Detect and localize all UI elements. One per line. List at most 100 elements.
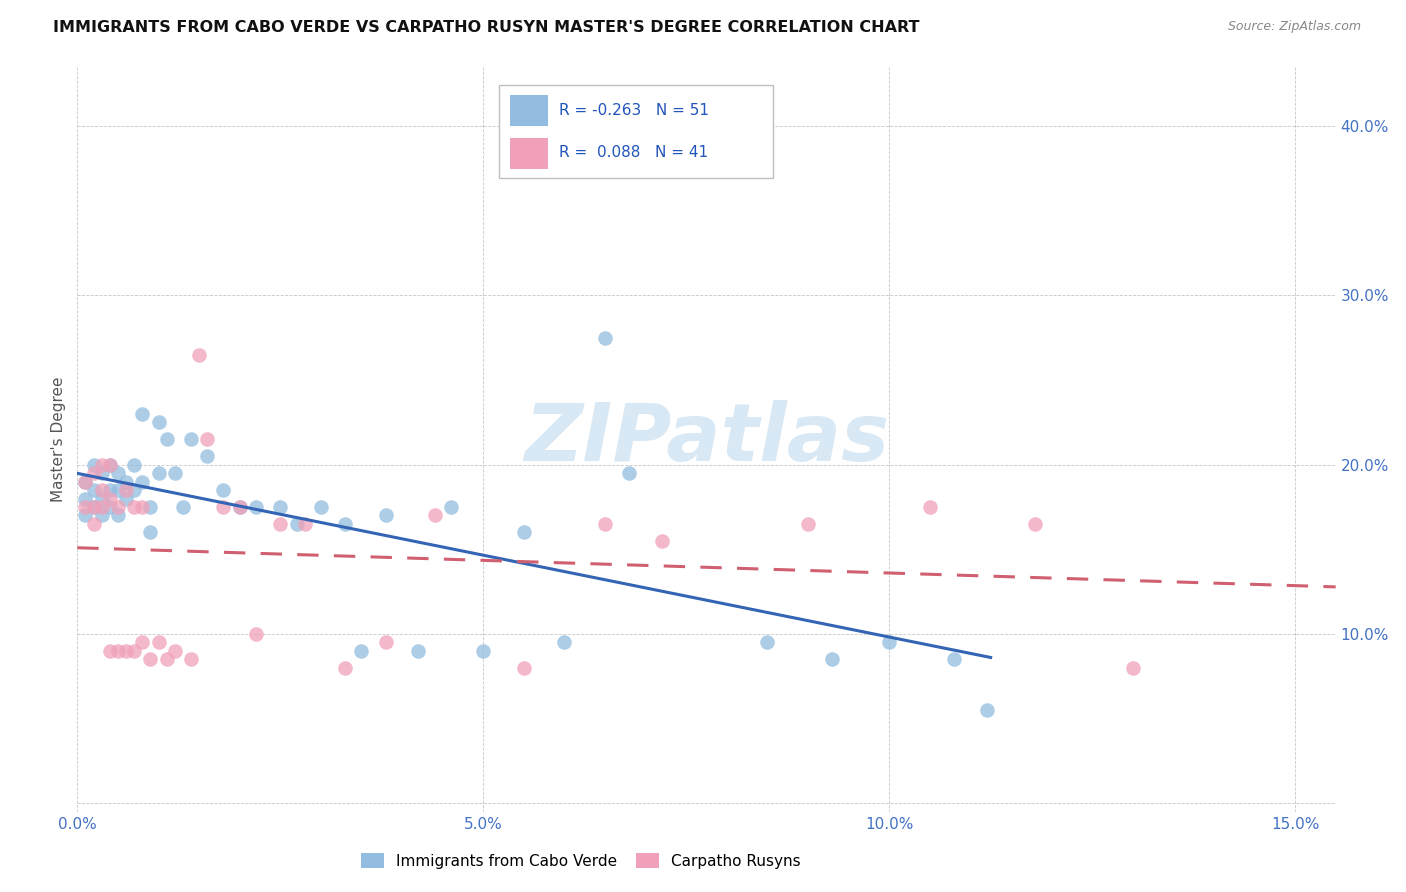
- Point: [1122, 661, 1144, 675]
- Point: [83, 466, 105, 480]
- Point: [156, 652, 179, 666]
- Point: [107, 466, 129, 480]
- Point: [122, 483, 145, 497]
- Point: [269, 516, 291, 531]
- Point: [90, 500, 112, 514]
- Point: [918, 500, 941, 514]
- Point: [245, 627, 267, 641]
- Point: [269, 500, 291, 514]
- Point: [148, 416, 170, 430]
- Point: [75, 475, 97, 489]
- Point: [163, 644, 186, 658]
- Point: [131, 635, 153, 649]
- Point: [423, 508, 446, 523]
- Point: [195, 449, 218, 463]
- Point: [374, 508, 396, 523]
- Point: [98, 458, 121, 472]
- Point: [619, 466, 641, 480]
- Point: [122, 458, 145, 472]
- Point: [651, 533, 673, 548]
- Point: [75, 508, 97, 523]
- Text: R =  0.088   N = 41: R = 0.088 N = 41: [560, 145, 709, 161]
- Point: [115, 491, 138, 506]
- Point: [107, 508, 129, 523]
- Point: [188, 348, 211, 362]
- Y-axis label: Master's Degree: Master's Degree: [51, 376, 66, 502]
- Point: [90, 458, 112, 472]
- FancyBboxPatch shape: [510, 95, 548, 126]
- Point: [335, 516, 357, 531]
- Point: [83, 500, 105, 514]
- Point: [83, 458, 105, 472]
- Point: [294, 516, 316, 531]
- Point: [553, 635, 575, 649]
- Point: [943, 652, 966, 666]
- Point: [245, 500, 267, 514]
- Point: [195, 433, 218, 447]
- Point: [513, 661, 536, 675]
- Point: [472, 644, 495, 658]
- Point: [90, 466, 112, 480]
- Point: [107, 644, 129, 658]
- Text: Source: ZipAtlas.com: Source: ZipAtlas.com: [1227, 20, 1361, 33]
- Point: [122, 500, 145, 514]
- Point: [513, 525, 536, 540]
- Point: [593, 331, 616, 345]
- Point: [107, 483, 129, 497]
- Point: [90, 508, 112, 523]
- Point: [350, 644, 373, 658]
- Point: [98, 483, 121, 497]
- Point: [131, 407, 153, 421]
- Point: [131, 475, 153, 489]
- Point: [98, 500, 121, 514]
- Point: [877, 635, 900, 649]
- Point: [285, 516, 308, 531]
- Point: [180, 433, 202, 447]
- Point: [172, 500, 194, 514]
- Point: [309, 500, 332, 514]
- Point: [75, 491, 97, 506]
- Point: [98, 458, 121, 472]
- Point: [180, 652, 202, 666]
- Point: [115, 644, 138, 658]
- Text: ZIPatlas: ZIPatlas: [524, 401, 889, 478]
- Point: [148, 466, 170, 480]
- Point: [75, 500, 97, 514]
- FancyBboxPatch shape: [510, 138, 548, 169]
- Point: [115, 475, 138, 489]
- Point: [821, 652, 844, 666]
- Point: [83, 500, 105, 514]
- Point: [139, 525, 162, 540]
- Point: [976, 703, 998, 717]
- Point: [115, 483, 138, 497]
- Point: [335, 661, 357, 675]
- Legend: Immigrants from Cabo Verde, Carpatho Rusyns: Immigrants from Cabo Verde, Carpatho Rus…: [354, 847, 807, 875]
- Point: [83, 483, 105, 497]
- Point: [131, 500, 153, 514]
- Point: [228, 500, 250, 514]
- Point: [163, 466, 186, 480]
- Point: [228, 500, 250, 514]
- Point: [122, 644, 145, 658]
- Point: [756, 635, 779, 649]
- Point: [440, 500, 463, 514]
- Point: [90, 483, 112, 497]
- Point: [593, 516, 616, 531]
- Text: R = -0.263   N = 51: R = -0.263 N = 51: [560, 103, 710, 118]
- Point: [90, 491, 112, 506]
- Point: [75, 475, 97, 489]
- Point: [212, 483, 235, 497]
- Point: [83, 516, 105, 531]
- Point: [408, 644, 430, 658]
- Point: [98, 644, 121, 658]
- Point: [148, 635, 170, 649]
- Point: [139, 652, 162, 666]
- Point: [1024, 516, 1046, 531]
- Point: [797, 516, 820, 531]
- Point: [156, 433, 179, 447]
- Point: [139, 500, 162, 514]
- Text: IMMIGRANTS FROM CABO VERDE VS CARPATHO RUSYN MASTER'S DEGREE CORRELATION CHART: IMMIGRANTS FROM CABO VERDE VS CARPATHO R…: [53, 20, 920, 35]
- Point: [98, 491, 121, 506]
- Point: [374, 635, 396, 649]
- FancyBboxPatch shape: [499, 85, 773, 178]
